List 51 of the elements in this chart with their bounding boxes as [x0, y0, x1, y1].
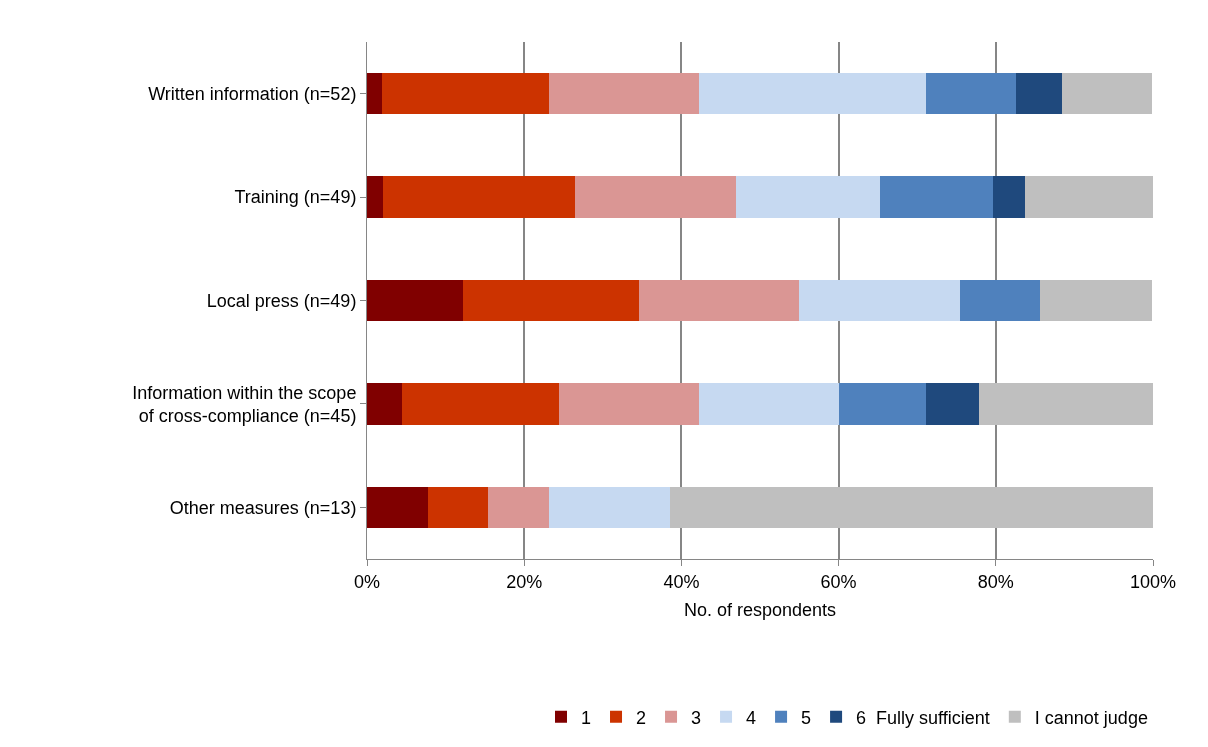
bar	[638, 279, 800, 322]
bar	[698, 383, 839, 425]
bar	[558, 383, 699, 425]
x-tick-label: 60%	[820, 571, 857, 592]
bar	[462, 279, 639, 322]
bar	[548, 73, 700, 115]
y-tick-label: Training (n=49)	[234, 187, 357, 208]
legend-label: I cannot judge	[1034, 707, 1148, 728]
bar	[735, 176, 881, 218]
x-tick-label: 0%	[353, 571, 381, 592]
x-tick-label: 40%	[663, 571, 700, 592]
bar	[925, 383, 979, 425]
bar	[548, 486, 670, 528]
bar	[367, 383, 402, 425]
legend-label: 3	[691, 707, 702, 728]
bar	[382, 176, 576, 218]
bar	[799, 279, 960, 322]
bar	[575, 176, 736, 218]
legend-label: 5	[801, 707, 812, 728]
bar	[880, 176, 993, 218]
bar	[978, 383, 1153, 425]
bar	[669, 486, 1153, 528]
bar	[959, 279, 1040, 322]
bar	[699, 73, 926, 115]
x-tick-label: 100%	[1129, 571, 1177, 592]
x-tick-label: 80%	[977, 571, 1014, 592]
bar	[1024, 176, 1153, 218]
y-tick-label: Information within the scope of cross-compliance (n=45)	[132, 382, 357, 426]
legend-label: 1	[581, 707, 592, 728]
bar	[367, 73, 382, 115]
x-tick-label: 20%	[506, 571, 543, 592]
bar	[1061, 73, 1153, 115]
legend-label: 6 Fully sufficient	[856, 707, 990, 728]
bar	[1039, 279, 1153, 322]
x-axis-title: No. of respondents	[683, 599, 837, 620]
legend-label: 4	[746, 707, 757, 728]
bar	[381, 73, 549, 115]
bar	[427, 486, 489, 528]
bar	[367, 176, 383, 218]
bar	[838, 383, 926, 425]
y-tick-label: Other measures (n=13)	[169, 497, 357, 518]
bar	[992, 176, 1025, 218]
bar	[367, 486, 428, 528]
y-tick-label: Local press (n=49)	[206, 290, 357, 311]
y-tick-label: Written information (n=52)	[148, 84, 357, 104]
bar	[1016, 73, 1062, 115]
bar	[488, 486, 549, 528]
bar	[367, 279, 463, 322]
legend-label: 2	[636, 707, 647, 728]
bar	[401, 383, 559, 425]
bar	[925, 73, 1017, 115]
